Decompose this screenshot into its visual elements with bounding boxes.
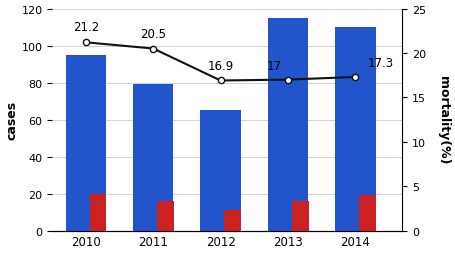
Text: 17: 17 — [266, 59, 281, 72]
Y-axis label: cases: cases — [5, 101, 19, 140]
Bar — [89, 194, 106, 231]
Text: 20.5: 20.5 — [140, 27, 166, 40]
Bar — [267, 19, 308, 231]
Bar — [200, 111, 240, 231]
Text: 21.2: 21.2 — [73, 21, 99, 34]
Bar — [157, 201, 173, 231]
Bar — [133, 85, 173, 231]
Text: 17.3: 17.3 — [367, 57, 393, 70]
Bar — [66, 56, 106, 231]
Bar — [358, 196, 375, 231]
Bar — [224, 210, 241, 231]
Bar — [334, 28, 375, 231]
Y-axis label: mortality(%): mortality(%) — [436, 76, 450, 164]
Text: 16.9: 16.9 — [207, 60, 233, 73]
Bar — [291, 201, 308, 231]
